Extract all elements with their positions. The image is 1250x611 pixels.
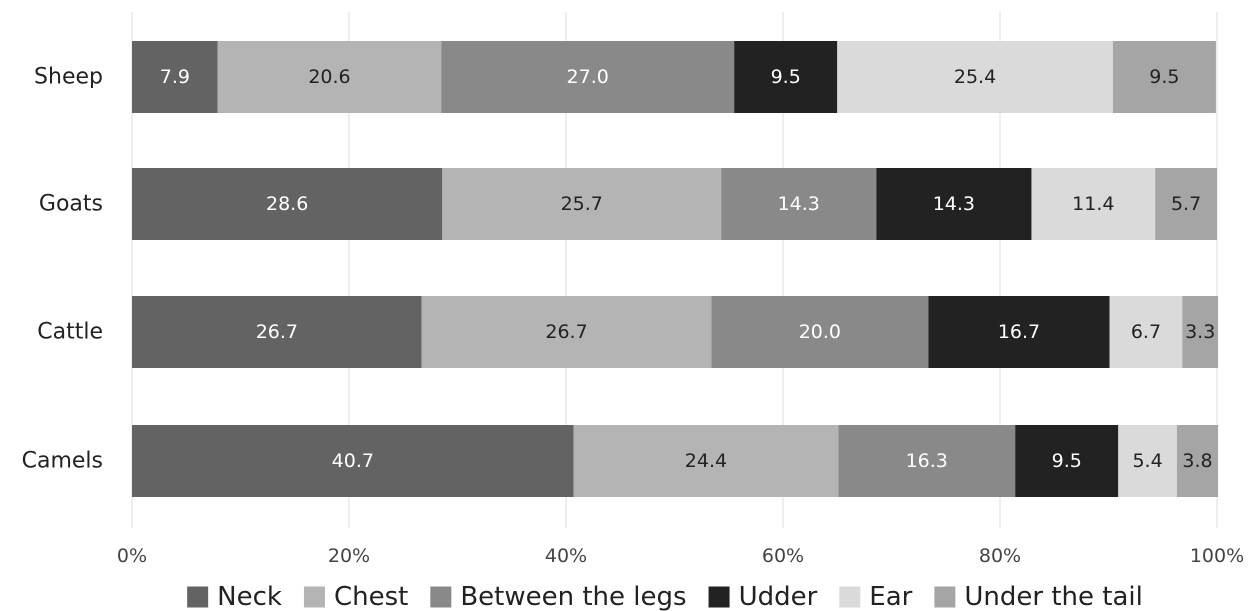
data-label: 27.0 [567, 66, 609, 88]
legend-label: Neck [217, 582, 282, 611]
category-label-camels: Camels [22, 449, 103, 474]
data-label: 3.3 [1185, 321, 1215, 343]
data-label: 24.4 [685, 450, 727, 472]
legend-label: Chest [334, 582, 408, 611]
data-label: 3.8 [1182, 450, 1212, 472]
data-label: 6.7 [1131, 321, 1161, 343]
data-label: 9.5 [1052, 450, 1082, 472]
legend-label: Under the tail [964, 582, 1142, 611]
legend-swatch [708, 586, 730, 608]
data-label: 26.7 [256, 321, 298, 343]
x-tick-label: 0% [117, 545, 147, 567]
legend-item-udder: Udder [708, 582, 818, 611]
legend-item-under-the-tail: Under the tail [934, 582, 1143, 611]
bar-segment-sheep-udder [734, 41, 838, 113]
bars: 7.9 20.6 27.0 9.5 25.4 9.5 28.6 25.7 14.3 14.3 11.… [132, 41, 1219, 497]
bar-segment-camels-under-the-tail [1176, 425, 1219, 497]
bar-segment-cattle-neck [132, 296, 422, 368]
bar-segment-camels-between-the-legs [838, 425, 1016, 497]
legend-label: Ear [869, 582, 912, 611]
legend-item-chest: Chest [303, 582, 408, 611]
bar-segment-sheep-chest [217, 41, 442, 113]
bar-segment-camels-ear [1118, 425, 1177, 497]
data-label: 25.4 [954, 66, 996, 88]
data-label: 5.7 [1171, 193, 1201, 215]
bar-segment-goats-ear [1031, 168, 1156, 240]
x-tick-label: 60% [762, 545, 804, 567]
data-label: 5.4 [1132, 450, 1162, 472]
data-label: 25.7 [561, 193, 603, 215]
data-label: 40.7 [332, 450, 374, 472]
bar-segment-camels-neck [132, 425, 574, 497]
legend-item-between-the-legs: Between the legs [430, 582, 687, 611]
legend-item-neck: Neck [187, 582, 282, 611]
bar-segment-cattle-chest [421, 296, 712, 368]
data-label: 11.4 [1072, 193, 1114, 215]
bar-segment-sheep-under-the-tail [1112, 41, 1216, 113]
data-label: 26.7 [545, 321, 587, 343]
data-label: 28.6 [266, 193, 308, 215]
bar-segment-goats-under-the-tail [1155, 168, 1217, 240]
legend-label: Udder [739, 582, 818, 611]
category-label-sheep: Sheep [34, 65, 103, 90]
x-tick-label: 80% [979, 545, 1021, 567]
legend-swatch [839, 586, 861, 608]
bar-segment-cattle-udder [928, 296, 1110, 368]
legend-label: Between the legs [460, 582, 686, 611]
bar-segment-goats-between-the-legs [721, 168, 877, 240]
bar-segment-camels-chest [573, 425, 839, 497]
legend-swatch [187, 586, 209, 608]
bar-segment-camels-udder [1015, 425, 1119, 497]
x-tick-labels: 0% 20% 40% 60% 80% 100% [117, 545, 1244, 567]
data-label: 20.6 [308, 66, 350, 88]
x-tick-label: 100% [1190, 545, 1244, 567]
data-label: 9.5 [1149, 66, 1179, 88]
legend-swatch [934, 586, 956, 608]
x-tick-label: 40% [545, 545, 587, 567]
bar-segment-cattle-under-the-tail [1182, 296, 1219, 368]
legend-item-ear: Ear [839, 582, 913, 611]
legend-swatch [430, 586, 452, 608]
legend: Neck Chest Between the legs Udder Ear Under t… [187, 582, 1143, 611]
data-label: 7.9 [160, 66, 190, 88]
data-label: 20.0 [799, 321, 841, 343]
data-label: 16.7 [998, 321, 1040, 343]
category-label-goats: Goats [39, 192, 103, 217]
data-label: 9.5 [771, 66, 801, 88]
legend-swatch [303, 586, 325, 608]
category-label-cattle: Cattle [37, 320, 103, 345]
x-tick-label: 20% [328, 545, 370, 567]
bar-segment-cattle-between-the-legs [711, 296, 929, 368]
bar-segment-sheep-neck [132, 41, 218, 113]
bar-segment-goats-chest [442, 168, 722, 240]
data-label: 14.3 [933, 193, 975, 215]
bar-segment-goats-udder [876, 168, 1032, 240]
bar-segment-sheep-ear [837, 41, 1113, 113]
data-label: 16.3 [906, 450, 948, 472]
bar-segment-goats-neck [132, 168, 443, 240]
data-label: 14.3 [778, 193, 820, 215]
bar-segment-sheep-between-the-legs [441, 41, 735, 113]
bar-segment-cattle-ear [1109, 296, 1183, 368]
category-labels: Sheep Goats Cattle Camels [22, 65, 103, 474]
